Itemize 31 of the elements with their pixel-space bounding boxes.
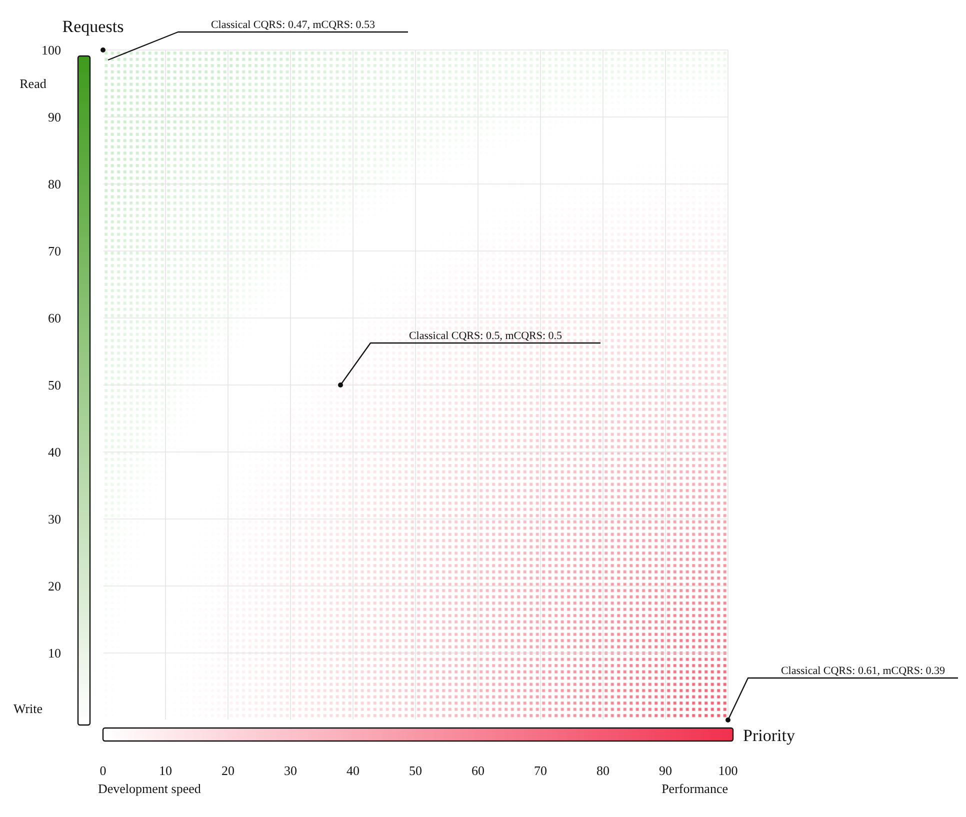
data-label: Classical CQRS: 0.5, mCQRS: 0.5 (408, 330, 563, 342)
y-tick-label: 40 (48, 444, 61, 460)
y-tick-label: 70 (48, 244, 61, 259)
y-tick-label: 80 (48, 176, 61, 192)
x-tick-label: 50 (409, 763, 422, 778)
x-tick-label: 80 (596, 763, 610, 778)
x-tick-label: 40 (346, 763, 360, 778)
x-tick-label: 100 (718, 763, 738, 778)
y-axis-title: Requests (62, 17, 124, 36)
x-tick-label: 10 (159, 763, 172, 778)
y-tick-label: 90 (48, 110, 61, 125)
text: Development speed (98, 781, 202, 796)
x-tick-label: 70 (534, 763, 547, 778)
text: Write (13, 701, 43, 716)
y-tick-label: 10 (48, 646, 61, 661)
text: Performance (662, 781, 728, 796)
x-axis-title: Priority (743, 726, 796, 745)
x-tick-label: 0 (100, 763, 106, 778)
data-label: Classical CQRS: 0.61, mCQRS: 0.39 (780, 665, 946, 677)
y-tick-label: 60 (48, 310, 61, 326)
x-tick-label: 90 (659, 763, 672, 778)
y-tick-label: 20 (48, 578, 61, 594)
x-tick-label: 30 (284, 763, 297, 778)
data-label: Classical CQRS: 0.47, mCQRS: 0.53 (210, 19, 376, 31)
text: Read (20, 76, 47, 91)
y-tick-label: 50 (48, 378, 61, 393)
point (100, 48, 106, 52)
y-tick-label: 100 (42, 42, 61, 58)
y-tick-label: 30 (48, 512, 61, 527)
x-tick-label: 20 (222, 763, 234, 778)
x-tick-label: 60 (472, 763, 484, 778)
